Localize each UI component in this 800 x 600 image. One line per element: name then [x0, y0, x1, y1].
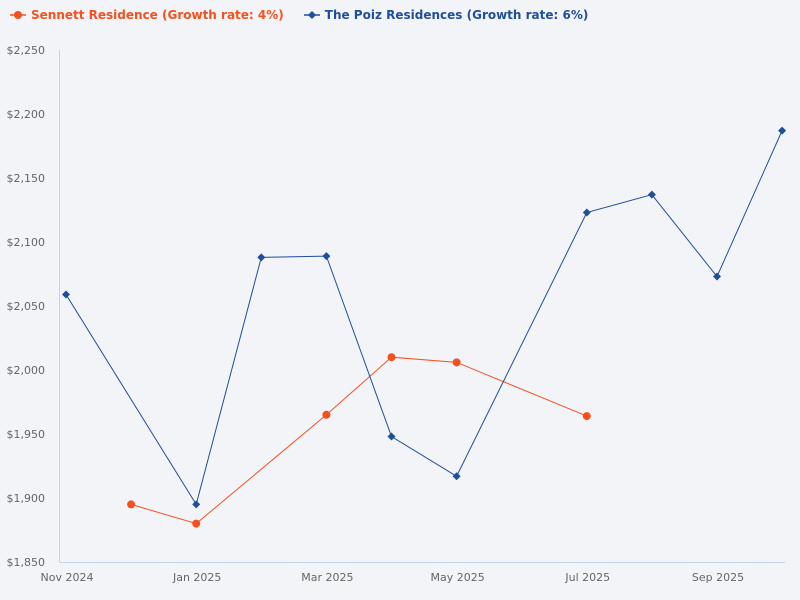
x-tick-label: May 2025 [430, 571, 484, 584]
x-tick-label: Nov 2024 [41, 571, 94, 584]
diamond-marker-icon[interactable] [582, 208, 591, 217]
diamond-marker-icon[interactable] [713, 272, 721, 281]
series-layer [62, 126, 787, 528]
legend-item-sennett[interactable]: Sennett Residence (Growth rate: 4%) [10, 8, 284, 22]
circle-marker-icon[interactable] [192, 519, 201, 528]
y-tick-label: $1,850 [7, 556, 46, 569]
diamond-marker-icon[interactable] [387, 432, 396, 441]
legend-item-poiz[interactable]: The Poiz Residences (Growth rate: 6%) [303, 8, 589, 22]
y-axis-ticks: $1,850 $1,900 $1,950 $2,000 $2,050 $2,100 $2,1… [7, 44, 46, 569]
x-tick-label: Jul 2025 [564, 571, 610, 584]
diamond-marker-icon[interactable] [452, 472, 461, 481]
circle-marker-icon[interactable] [452, 358, 461, 367]
circle-marker-icon[interactable] [387, 353, 396, 362]
diamond-marker-icon[interactable] [192, 500, 201, 509]
y-tick-label: $2,100 [7, 236, 46, 249]
diamond-marker-icon[interactable] [322, 252, 331, 261]
y-tick-label: $2,050 [7, 300, 46, 313]
legend: Sennett Residence (Growth rate: 4%) The … [10, 8, 588, 22]
circle-marker-icon [10, 11, 26, 19]
y-tick-label: $1,950 [7, 428, 46, 441]
y-tick-label: $2,250 [7, 44, 46, 57]
diamond-marker-icon[interactable] [778, 126, 787, 135]
circle-marker-icon[interactable] [582, 412, 591, 421]
series-line-0 [130, 356, 587, 525]
y-tick-label: $2,000 [7, 364, 46, 377]
diamond-marker-icon[interactable] [257, 253, 266, 262]
legend-label-sennett: Sennett Residence (Growth rate: 4%) [31, 8, 284, 22]
x-tick-label: Mar 2025 [301, 571, 353, 584]
y-tick-label: $2,150 [7, 172, 46, 185]
x-tick-label: Jan 2025 [172, 571, 221, 584]
circle-marker-icon[interactable] [322, 410, 331, 419]
legend-label-poiz: The Poiz Residences (Growth rate: 6%) [324, 8, 589, 22]
x-tick-label: Sep 2025 [692, 571, 744, 584]
diamond-marker-icon[interactable] [62, 290, 70, 299]
diamond-marker-icon[interactable] [647, 190, 656, 199]
y-tick-label: $2,200 [7, 108, 46, 121]
x-axis-ticks: Nov 2024 Jan 2025 Mar 2025 May 2025 Jul 2025… [41, 571, 745, 584]
series-line-1 [65, 130, 783, 506]
diamond-marker-icon [303, 11, 320, 19]
y-tick-label: $1,900 [7, 492, 46, 505]
circle-marker-icon[interactable] [127, 500, 136, 509]
